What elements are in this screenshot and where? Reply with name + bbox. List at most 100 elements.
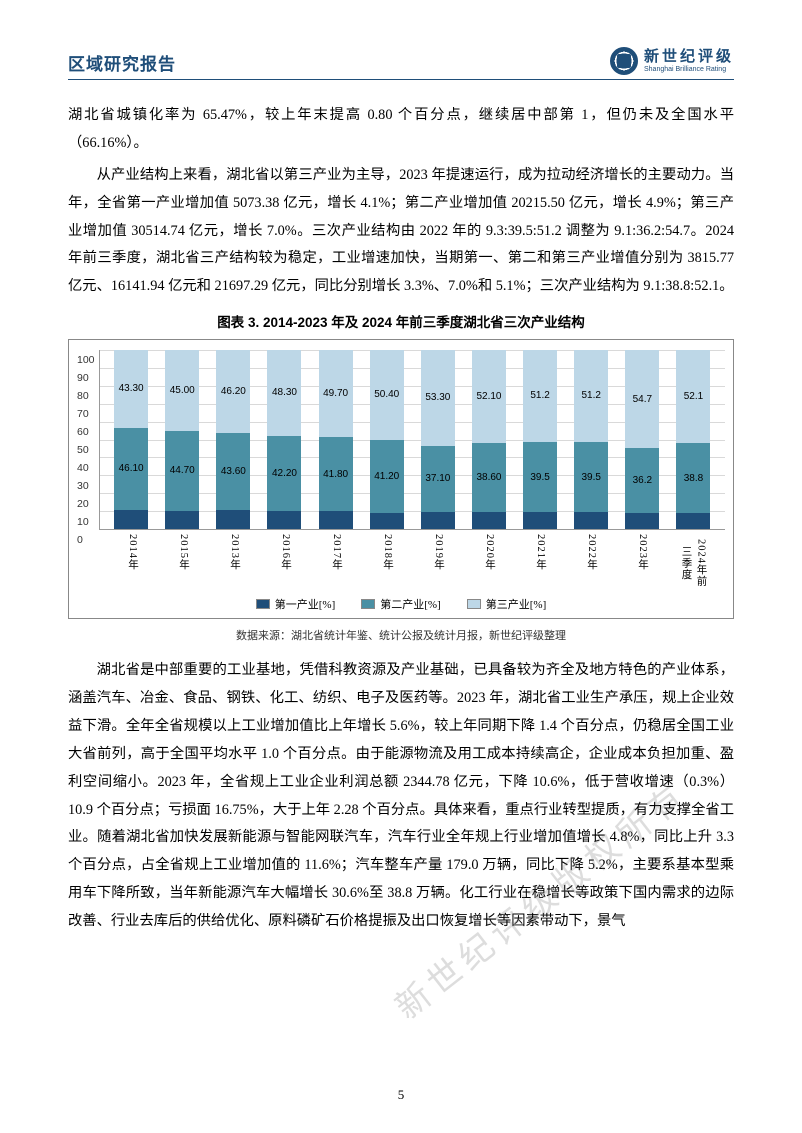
bar-value-label: 49.70: [323, 388, 348, 399]
bar-column: 41.80 49.70: [310, 350, 361, 529]
stacked-bar: 43.60 46.20: [216, 350, 250, 529]
bar-segment: 54.7: [625, 350, 659, 448]
bar-value-label: 54.7: [633, 394, 652, 405]
stacked-bar: 42.20 48.30: [267, 350, 301, 529]
bar-value-label: 39.5: [530, 472, 549, 483]
bar-value-label: 48.30: [272, 387, 297, 398]
x-axis-label: 2018年: [362, 534, 413, 592]
legend-item: 第一产业[%]: [256, 596, 336, 612]
chart-title: 图表 3. 2014-2023 年及 2024 年前三季度湖北省三次产业结构: [68, 311, 734, 331]
bar-segment: 45.00: [165, 350, 199, 431]
legend-item: 第三产业[%]: [467, 596, 547, 612]
stacked-bar: 38.60 52.10: [472, 350, 506, 529]
bar-segment: 52.10: [472, 350, 506, 443]
bar-value-label: 51.2: [581, 390, 600, 401]
legend-label: 第二产业[%]: [380, 596, 441, 612]
page-header: 区域研究报告 新世纪评级 Shanghai Brilliance Rating: [68, 47, 734, 80]
stacked-bar: 41.20 50.40: [370, 350, 404, 529]
x-axis-label: 2014年: [107, 534, 158, 592]
bar-segment: 38.8: [676, 443, 710, 512]
brand-name-cn: 新世纪评级: [644, 49, 734, 64]
bar-value-label: 43.60: [221, 466, 246, 477]
bar-segment: [319, 511, 353, 529]
chart-legend: 第一产业[%] 第二产业[%] 第三产业[%]: [77, 596, 725, 612]
bar-segment: 44.70: [165, 431, 199, 511]
bar-column: 38.60 52.10: [463, 350, 514, 529]
stacked-bar: 44.70 45.00: [165, 350, 199, 529]
bar-segment: 39.5: [523, 442, 557, 513]
bar-segment: 46.20: [216, 350, 250, 432]
page: 区域研究报告 新世纪评级 Shanghai Brilliance Rating …: [0, 0, 802, 980]
bar-segment: [216, 510, 250, 529]
legend-swatch: [256, 599, 270, 609]
bar-segment: [370, 513, 404, 529]
bar-segment: 38.60: [472, 443, 506, 512]
bar-value-label: 50.40: [374, 389, 399, 400]
bar-segment: [574, 512, 608, 529]
bar-segment: 37.10: [421, 446, 455, 512]
x-axis-label: 2016年: [260, 534, 311, 592]
legend-swatch: [467, 599, 481, 609]
stacked-bar: 38.852.1: [676, 350, 710, 529]
stacked-bar: 39.5 51.2: [574, 350, 608, 529]
legend-label: 第一产业[%]: [275, 596, 336, 612]
chart-plot-area: 0102030405060708090100 46.1043.3044.7045…: [77, 350, 725, 530]
bar-segment: 43.60: [216, 433, 250, 511]
brand-text: 新世纪评级 Shanghai Brilliance Rating: [644, 49, 734, 73]
x-axis-label: 2023年: [617, 534, 668, 592]
bar-value-label: 45.00: [170, 385, 195, 396]
bar-segment: 46.10: [114, 428, 148, 511]
bar-column: 38.852.1: [668, 350, 719, 529]
x-axis-label: 2024年前三季度: [668, 534, 719, 592]
bar-value-label: 37.10: [425, 473, 450, 484]
bar-column: 44.70 45.00: [157, 350, 208, 529]
x-axis-label: 2017年: [311, 534, 362, 592]
bar-segment: [421, 512, 455, 529]
x-axis-label: 2015年: [158, 534, 209, 592]
bar-segment: [676, 513, 710, 529]
x-axis-label: 2013年: [209, 534, 260, 592]
bar-segment: [523, 512, 557, 529]
bar-segment: 51.2: [523, 350, 557, 442]
legend-label: 第三产业[%]: [486, 596, 547, 612]
bar-value-label: 38.60: [476, 472, 501, 483]
bar-value-label: 46.10: [119, 463, 144, 474]
x-axis-label: 2021年: [515, 534, 566, 592]
x-axis-label: 2022年: [566, 534, 617, 592]
bar-segment: 41.20: [370, 440, 404, 513]
bar-value-label: 42.20: [272, 468, 297, 479]
bar-value-label: 43.30: [119, 383, 144, 394]
paragraph-3: 湖北省是中部重要的工业基地，凭借科教资源及产业基础，已具备较为齐全及地方特色的产…: [68, 657, 734, 936]
bar-value-label: 52.10: [476, 391, 501, 402]
bar-segment: 53.30: [421, 350, 455, 445]
stacked-bar: 39.5 51.2: [523, 350, 557, 529]
bar-segment: 49.70: [319, 350, 353, 437]
bar-segment: 52.1: [676, 350, 710, 443]
bar-column: 41.20 50.40: [361, 350, 412, 529]
bar-value-label: 39.5: [581, 472, 600, 483]
x-axis-label: 2019年: [413, 534, 464, 592]
paragraph-1: 湖北省城镇化率为 65.47%，较上年末提高 0.80 个百分点，继续居中部第 …: [68, 102, 734, 158]
x-axis-label: 2020年: [464, 534, 515, 592]
body-text: 湖北省城镇化率为 65.47%，较上年末提高 0.80 个百分点，继续居中部第 …: [68, 102, 734, 301]
bar-column: 46.10 43.30: [106, 350, 157, 529]
brand-logo-icon: [610, 47, 638, 75]
page-number: 5: [0, 1087, 802, 1103]
bar-value-label: 53.30: [425, 392, 450, 403]
report-title: 区域研究报告: [68, 50, 176, 75]
bar-column: 42.20 48.30: [259, 350, 310, 529]
legend-item: 第二产业[%]: [361, 596, 441, 612]
legend-swatch: [361, 599, 375, 609]
bar-segment: 36.2: [625, 448, 659, 513]
bar-segment: 41.80: [319, 437, 353, 510]
bar-segment: 48.30: [267, 350, 301, 436]
brand-name-en: Shanghai Brilliance Rating: [644, 66, 734, 73]
bar-value-label: 36.2: [633, 475, 652, 486]
chart-bars-region: 46.10 43.30 44.70 45.00 43.60 46.20 42.20 48.30…: [99, 350, 725, 530]
stacked-bar: 41.80 49.70: [319, 350, 353, 529]
stacked-bar: 37.10 53.30: [421, 350, 455, 529]
bar-value-label: 44.70: [170, 465, 195, 476]
paragraph-2: 从产业结构上来看，湖北省以第三产业为主导，2023 年提速运行，成为拉动经济增长…: [68, 162, 734, 301]
chart-bars-row: 46.10 43.30 44.70 45.00 43.60 46.20 42.20 48.30…: [100, 350, 725, 529]
brand-block: 新世纪评级 Shanghai Brilliance Rating: [610, 47, 734, 75]
